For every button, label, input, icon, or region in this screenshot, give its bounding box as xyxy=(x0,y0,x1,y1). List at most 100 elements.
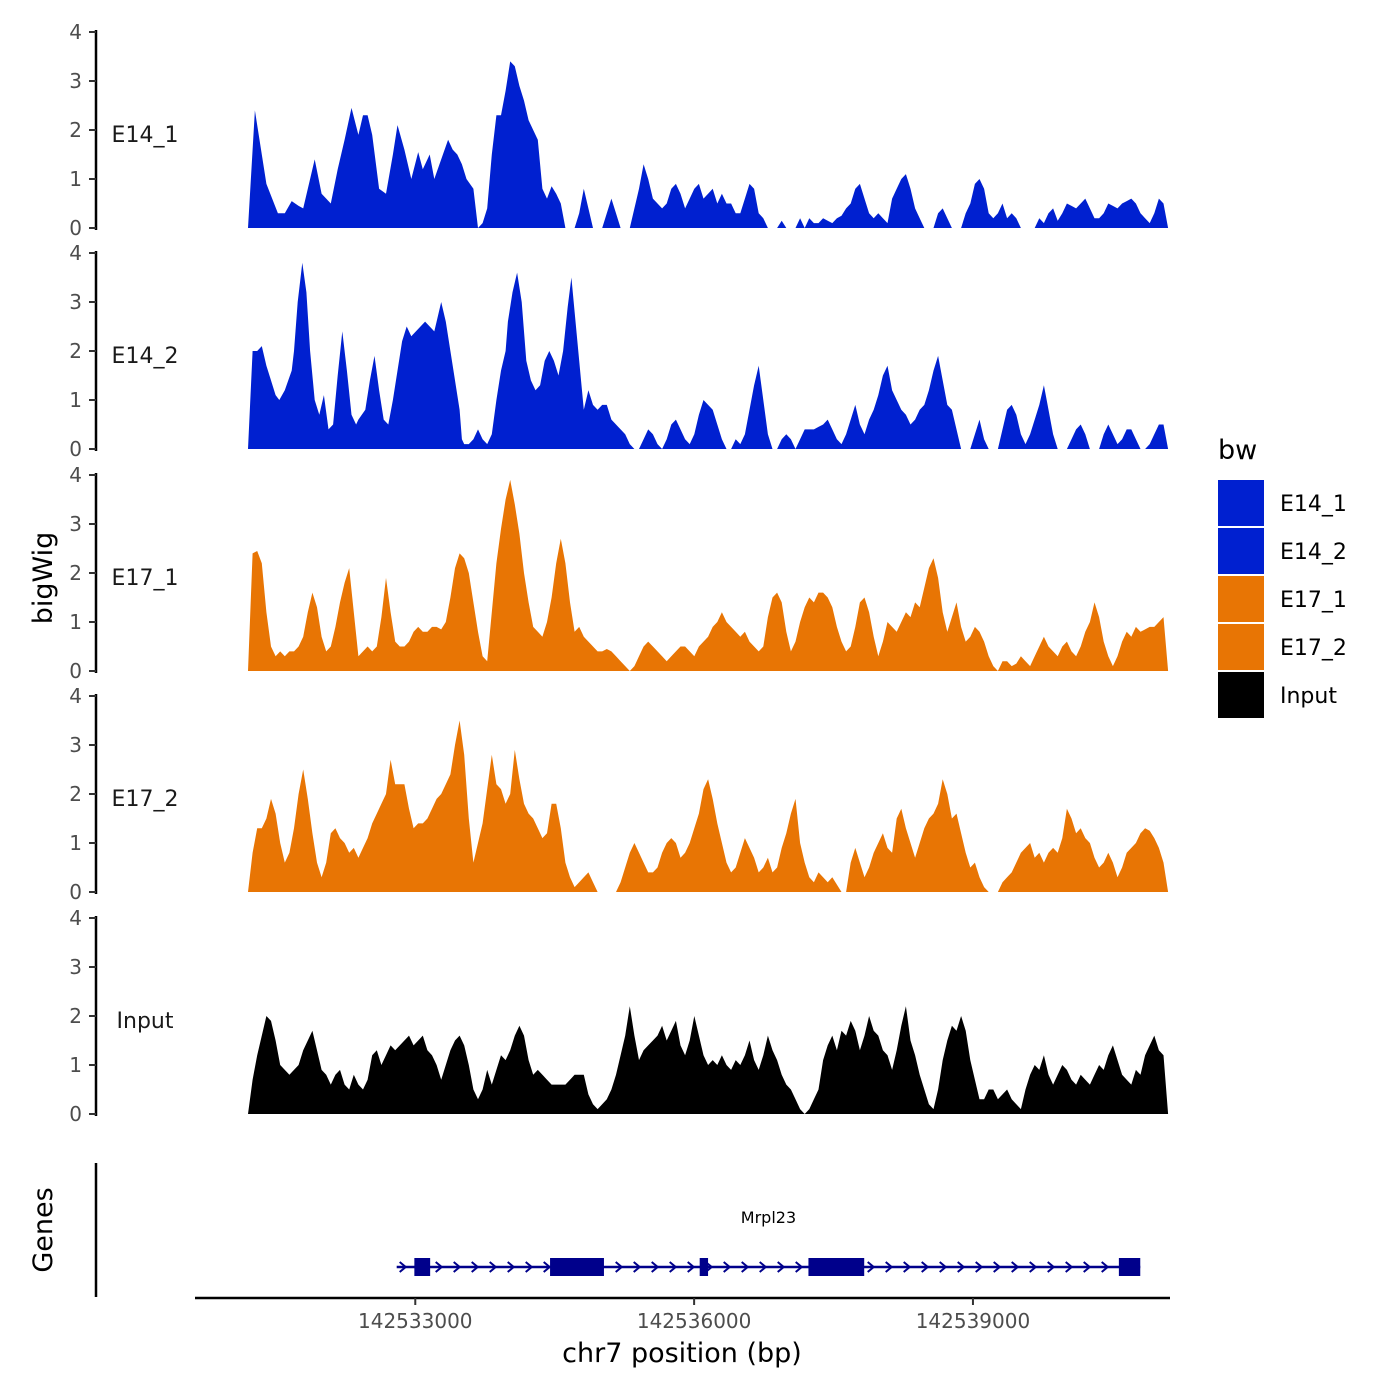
strand-arrow xyxy=(867,1261,876,1273)
track-E17_1: 0 1 2 3 4 E17_1 xyxy=(69,463,1169,683)
legend-item-E14_1: E14_1 xyxy=(1218,480,1347,526)
y-tick-label: 3 xyxy=(69,69,82,93)
strand-arrow xyxy=(1083,1261,1092,1273)
track-E14_1: 0 1 2 3 4 E14_1 xyxy=(69,20,1169,240)
strand-arrow xyxy=(1011,1261,1020,1273)
x-tick-label: 142539000 xyxy=(916,1309,1031,1333)
legend-swatch xyxy=(1218,576,1264,622)
y-tick-label: 1 xyxy=(69,167,82,191)
strand-arrow xyxy=(759,1261,768,1273)
y-tick-label: 4 xyxy=(69,906,82,930)
strand-arrow xyxy=(399,1261,408,1273)
signal-area-E17_2 xyxy=(248,720,1169,892)
signal-area-E14_1 xyxy=(248,61,1169,229)
y-tick-label: 1 xyxy=(69,388,82,412)
y-tick-label: 1 xyxy=(69,610,82,634)
y-tick-label: 0 xyxy=(69,216,82,240)
track-label: E17_2 xyxy=(112,787,179,812)
track-E14_2: 0 1 2 3 4 E14_2 xyxy=(69,241,1169,461)
strand-arrow xyxy=(687,1261,696,1273)
strand-arrow xyxy=(471,1261,480,1273)
legend-item-Input: Input xyxy=(1218,672,1337,718)
strand-arrow xyxy=(993,1261,1002,1273)
legend-label: E14_1 xyxy=(1280,492,1347,517)
strand-arrow xyxy=(921,1261,930,1273)
gene-exon xyxy=(808,1258,865,1276)
y-tick-label: 3 xyxy=(69,955,82,979)
legend-swatch xyxy=(1218,672,1264,718)
y-tick-label: 3 xyxy=(69,512,82,536)
y-tick-label: 2 xyxy=(69,1004,82,1028)
legend-item-E17_2: E17_2 xyxy=(1218,624,1347,670)
gene-exon xyxy=(414,1258,431,1276)
signal-area-E14_2 xyxy=(248,262,1169,449)
strand-arrow xyxy=(1047,1261,1056,1273)
y-tick-label: 1 xyxy=(69,831,82,855)
y-tick-label: 0 xyxy=(69,880,82,904)
y-tick-label: 4 xyxy=(69,463,82,487)
y-tick-label: 4 xyxy=(69,20,82,44)
y-axis-title: bigWig xyxy=(28,532,59,625)
y-tick-label: 2 xyxy=(69,339,82,363)
strand-arrow xyxy=(903,1261,912,1273)
legend-swatch xyxy=(1218,528,1264,574)
y-tick-label: 2 xyxy=(69,118,82,142)
track-label: E14_2 xyxy=(112,344,179,369)
legend-title: bw xyxy=(1218,435,1257,466)
gene-Mrpl23: Mrpl23 xyxy=(396,1208,1141,1276)
strand-arrow xyxy=(669,1261,678,1273)
genes-title: Genes xyxy=(28,1187,59,1272)
strand-arrow xyxy=(615,1261,624,1273)
strand-arrow xyxy=(489,1261,498,1273)
x-tick-label: 142533000 xyxy=(358,1309,473,1333)
strand-arrow xyxy=(435,1261,444,1273)
track-Input: 0 1 2 3 4 Input xyxy=(69,906,1169,1126)
legend-label: Input xyxy=(1280,684,1337,709)
gene-exon xyxy=(1118,1258,1141,1276)
strand-arrow xyxy=(1029,1261,1038,1273)
strand-arrow xyxy=(633,1261,642,1273)
strand-arrow xyxy=(651,1261,660,1273)
y-tick-label: 0 xyxy=(69,1102,82,1126)
signal-area-Input xyxy=(248,1006,1169,1114)
gene-models: Mrpl23 xyxy=(396,1208,1141,1276)
y-tick-label: 0 xyxy=(69,659,82,683)
track-E17_2: 0 1 2 3 4 E17_2 xyxy=(69,684,1169,904)
strand-arrow xyxy=(453,1261,462,1273)
strand-arrow xyxy=(723,1261,732,1273)
y-tick-label: 3 xyxy=(69,290,82,314)
strand-arrow xyxy=(543,1261,552,1273)
legend-swatch xyxy=(1218,624,1264,670)
legend-swatch xyxy=(1218,480,1264,526)
y-tick-label: 1 xyxy=(69,1053,82,1077)
strand-arrow xyxy=(975,1261,984,1273)
legend-label: E17_1 xyxy=(1280,588,1347,613)
strand-arrow xyxy=(1101,1261,1110,1273)
track-label: E14_1 xyxy=(112,123,179,148)
signal-tracks: 0 1 2 3 4 E14_1 0 1 2 3 4 E14_2 0 1 2 3 4 E17_1 0 1 2 3 4 E17_2… xyxy=(69,20,1169,1126)
legend-item-E14_2: E14_2 xyxy=(1218,528,1347,574)
y-tick-label: 4 xyxy=(69,684,82,708)
strand-arrow xyxy=(1065,1261,1074,1273)
strand-arrow xyxy=(525,1261,534,1273)
y-tick-label: 2 xyxy=(69,561,82,585)
legend-label: E14_2 xyxy=(1280,540,1347,565)
y-tick-label: 2 xyxy=(69,782,82,806)
strand-arrow xyxy=(957,1261,966,1273)
gene-exon xyxy=(550,1258,604,1276)
y-tick-label: 3 xyxy=(69,733,82,757)
genes-panel: Genes Mrpl23 xyxy=(28,1163,1141,1297)
track-label: Input xyxy=(117,1009,174,1034)
strand-arrow xyxy=(885,1261,894,1273)
legend-label: E17_2 xyxy=(1280,636,1347,661)
strand-arrow xyxy=(777,1261,786,1273)
x-tick-label: 142536000 xyxy=(637,1309,752,1333)
track-label: E17_1 xyxy=(112,566,179,591)
legend: bw E14_1 E14_2 E17_1 E17_2 Input xyxy=(1218,435,1347,718)
y-tick-label: 4 xyxy=(69,241,82,265)
y-tick-label: 0 xyxy=(69,437,82,461)
x-axis-title: chr7 position (bp) xyxy=(562,1338,802,1369)
x-axis: 142533000 142536000 142539000 xyxy=(195,1296,1170,1333)
strand-arrow xyxy=(741,1261,750,1273)
gene-name-label: Mrpl23 xyxy=(741,1208,796,1227)
